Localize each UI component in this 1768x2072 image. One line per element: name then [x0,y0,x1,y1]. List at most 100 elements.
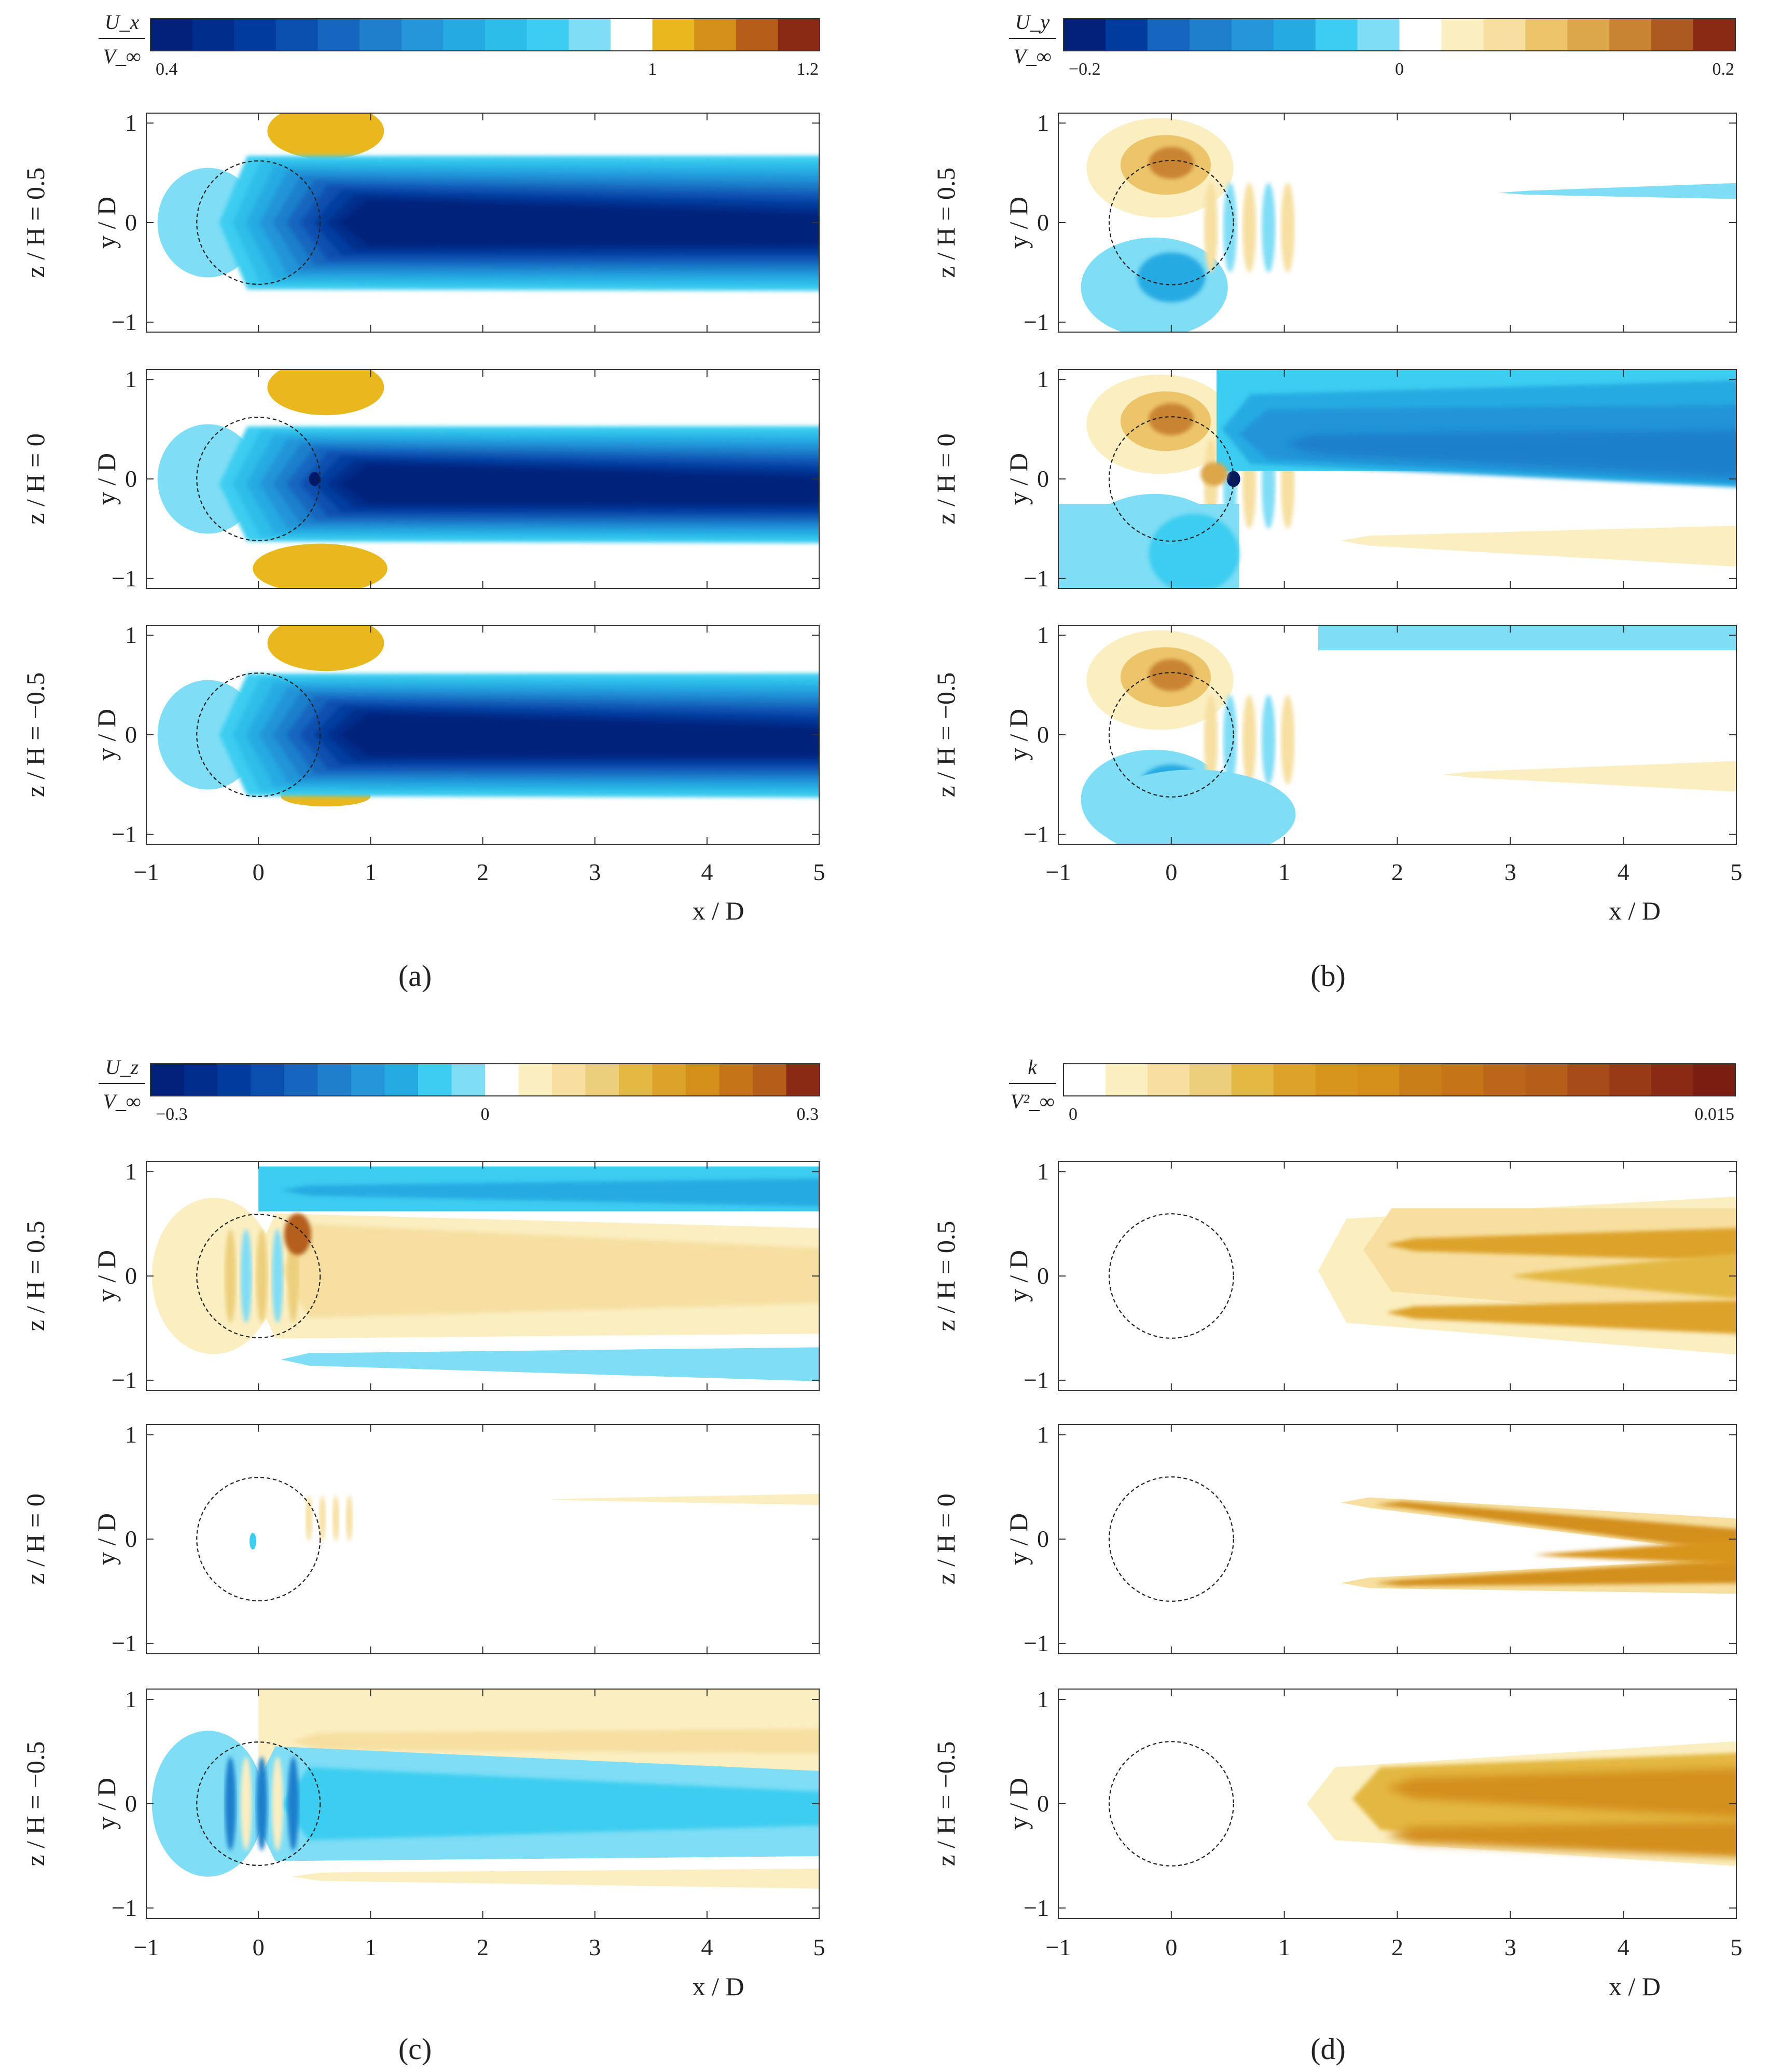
x-tick-label: 4 [1618,859,1629,885]
contour-field [1081,118,1736,332]
y-tick-label: 1 [1037,366,1049,392]
quantity-numerator: U_x [105,10,140,34]
y-tick-label: 0 [1037,1263,1049,1289]
y-tick-label: 0 [125,209,137,236]
y-tick-label: −1 [1024,1367,1049,1393]
y-tick-label: 0 [125,465,137,492]
y-axis-label: y / D [92,453,121,505]
rotor-outline [196,1741,321,1866]
speed-up-lobe [267,369,384,416]
plot-background [146,1424,819,1654]
colorbar-swatch [569,19,611,51]
y-axis-label: y / D [1004,1513,1033,1565]
blade-ripple [225,1757,236,1851]
colorbar-frame [150,18,820,51]
subplot: 1 0 −1 y / D z / H = 0 [21,366,820,592]
blade-ripple [240,1229,252,1323]
wake-ripple [1242,183,1256,272]
contour-field [1058,369,1736,588]
speed-up-lobe [267,625,384,671]
tke-level [1374,1501,1736,1553]
y-tick-label: 1 [125,1421,137,1448]
colorbar-swatch [652,1064,686,1096]
x-tick-label: 3 [589,859,601,885]
speed-up-lobe [267,113,384,159]
subplot: 1 0 −1 y / D z / H = 0.5 [931,109,1737,335]
y-tick-label: −1 [1024,1630,1049,1656]
subplot: 1 0 −1 y / D z / H = −0.5 [21,622,820,847]
wake-level [340,713,819,756]
contour-field [1081,625,1736,844]
y-axis-label: y / D [1004,197,1033,249]
blade-ripple [287,1757,299,1851]
x-tick-label: −1 [134,1934,159,1960]
colorbar-swatch [317,1064,352,1096]
colorbar-swatch [1525,1064,1568,1096]
subplot: 1 0 −1 y / D z / H = 0.5 [21,109,820,335]
subplot-label: z / H = 0 [21,433,50,524]
colorbar-tick-label: 0.4 [156,60,178,79]
subplot-label: z / H = 0.5 [21,168,50,278]
tke-level [1386,1228,1736,1261]
colorbar-swatch [518,1064,552,1096]
wake-ripple [1204,695,1218,785]
colorbar-swatch [1441,19,1484,51]
colorbar-swatch [1189,19,1232,51]
y-axis-label: y / D [1004,1778,1033,1830]
colorbar-swatch [401,19,444,51]
x-tick-label: 3 [1504,1934,1516,1960]
colorbar-tick-label: 1.2 [797,60,819,79]
colorbar-swatch [184,1064,218,1096]
colorbar-swatch [384,1064,419,1096]
x-tick-label: 5 [813,859,825,885]
colorbar-swatch [317,19,360,51]
tke-level [1386,1768,1736,1818]
panel-c: −0.3 0 0.3 U_z V_∞ 1 0 −1 y / D z / H = 0.5 1 0 −1 y … [21,1055,825,2066]
y-tick-label: −1 [112,309,137,335]
colorbar-tick-label: 0.3 [797,1105,819,1124]
colorbar-swatch [1651,19,1694,51]
colorbar-tick-label: −0.3 [156,1105,188,1124]
y-axis-label: y / D [92,1513,121,1565]
colorbar-swatch [753,1064,787,1096]
y-tick-label: 0 [1037,721,1049,748]
panel-b: −0.2 0 0.2 U_y V_∞ 1 0 −1 y / D z / H = 0.5 1 0 −1 y … [931,10,1743,993]
rotor-outline [1108,1741,1234,1867]
subplot-label: z / H = 0 [931,433,960,524]
y-tick-label: 1 [1037,1158,1049,1185]
y-axis-label: y / D [92,197,121,249]
x-tick-label: 4 [701,859,713,885]
blade-ripple [225,1229,236,1323]
colorbar-swatch [1357,19,1400,51]
x-axis-label: x / D [1609,896,1661,925]
subplot-label: z / H = −0.5 [21,1741,50,1866]
positive-lobe [284,1213,311,1255]
colorbar-swatch [1189,1064,1232,1096]
colorbar-swatch [284,1064,319,1096]
y-tick-label: 1 [125,1158,137,1185]
rotor-outline [196,673,321,797]
colorbar-swatch [1483,1064,1526,1096]
wake-ripple [1223,183,1237,272]
negative-lobe [1092,770,1296,844]
y-tick-label: 1 [1037,109,1049,136]
x-tick-label: 5 [1731,1934,1743,1960]
blade-ripple [256,1229,268,1323]
tke-level [1374,1560,1736,1586]
y-axis-label: y / D [1004,453,1033,505]
colorbar-swatch [1693,1064,1736,1096]
y-tick-label: −1 [112,565,137,592]
wake-band [281,1767,819,1841]
y-tick-label: 0 [125,721,137,748]
colorbar-swatch [485,19,528,51]
colorbar-swatch [1651,1064,1694,1096]
x-axis-label: x / D [1609,1972,1661,2001]
blade-ripple [305,1495,312,1542]
colorbar-swatch [778,19,820,51]
panel-d: 0 0.015 k V²_∞ 1 0 −1 y / D z / H = 0.5 1 0 −1 y / D… [931,1055,1743,2066]
wake-ripple [1281,183,1295,272]
x-tick-label: 2 [477,1934,489,1960]
panel-caption: (c) [398,2032,432,2066]
wake-band [550,1493,819,1505]
